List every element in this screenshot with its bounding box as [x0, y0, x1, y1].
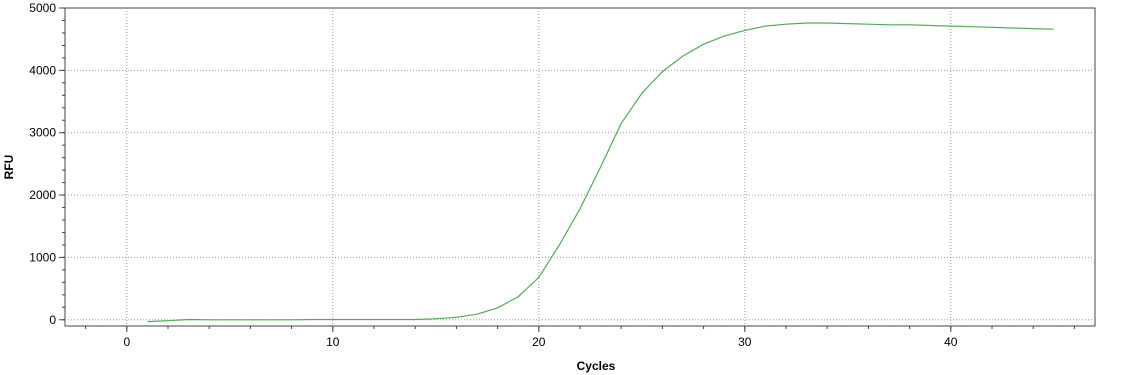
x-tick-label: 20: [532, 335, 546, 349]
series-line: [147, 22, 1054, 323]
y-axis-label: RFU: [2, 155, 16, 180]
y-tick-label: 1000: [29, 250, 56, 264]
x-axis-label: Cycles: [577, 359, 616, 373]
y-tick-label: 5000: [29, 1, 56, 15]
y-tick-label: 3000: [29, 126, 56, 140]
x-tick-label: 0: [123, 335, 130, 349]
x-tick-label: 10: [326, 335, 340, 349]
y-tick-label: 4000: [29, 63, 56, 77]
x-tick-label: 40: [944, 335, 958, 349]
axis-ticks: 0 10 20 30 40 0 1000 2000 3000 4000 5000: [29, 1, 1075, 349]
plot-area: [64, 7, 1096, 327]
x-tick-label: 30: [738, 335, 752, 349]
y-tick-label: 2000: [29, 188, 56, 202]
y-tick-label: 0: [49, 313, 56, 327]
series-layer: [147, 22, 1054, 323]
